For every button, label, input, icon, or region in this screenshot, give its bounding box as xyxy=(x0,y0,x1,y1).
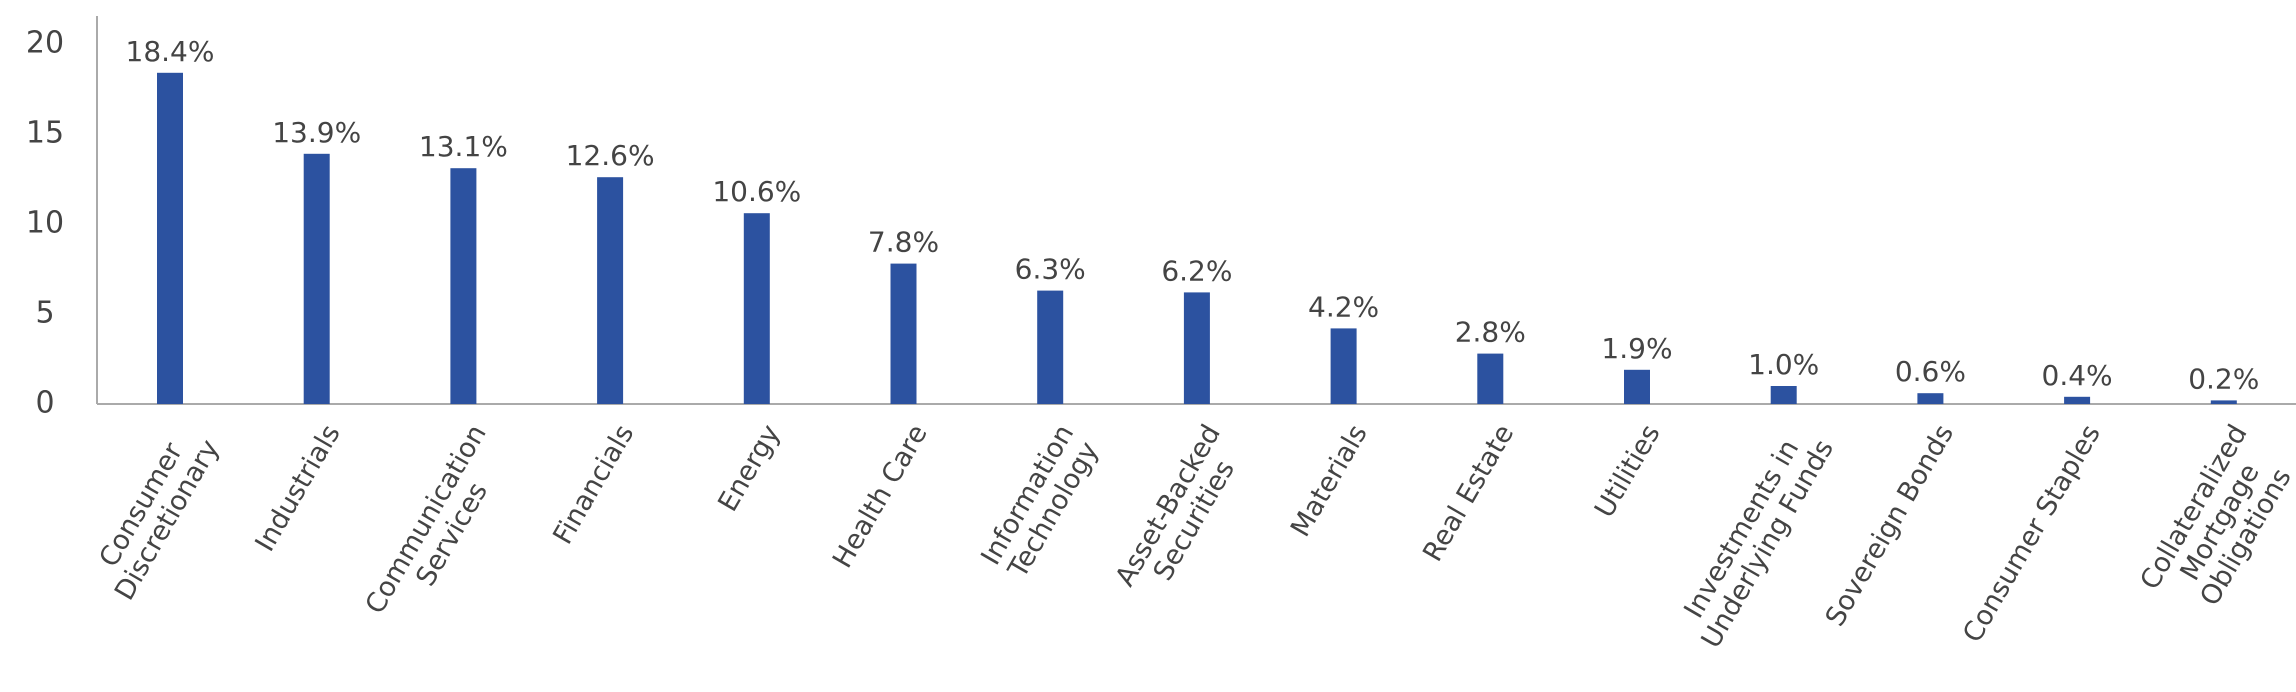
bar xyxy=(157,72,183,405)
bar xyxy=(2064,396,2091,404)
bar xyxy=(2210,400,2237,404)
data-label: 0.4% xyxy=(2042,359,2113,392)
data-label: 13.9% xyxy=(272,116,361,149)
y-tick-label: 10 xyxy=(26,206,64,241)
bar xyxy=(1330,328,1357,404)
data-label: 6.3% xyxy=(1015,253,1086,286)
bar xyxy=(1624,369,1650,404)
data-label: 0.2% xyxy=(2188,362,2259,395)
bar xyxy=(743,213,770,404)
y-tick-label: 15 xyxy=(26,116,64,151)
bar xyxy=(1477,353,1504,404)
bar xyxy=(1917,393,1944,404)
bar xyxy=(1183,292,1210,404)
data-label: 6.2% xyxy=(1161,254,1232,287)
data-label: 1.0% xyxy=(1748,348,1819,381)
bar xyxy=(303,153,330,404)
data-label: 0.6% xyxy=(1895,355,1966,388)
bar xyxy=(1037,290,1064,404)
bar xyxy=(597,177,624,404)
data-label: 12.6% xyxy=(566,139,655,172)
bar xyxy=(450,168,477,404)
data-label: 2.8% xyxy=(1455,316,1526,349)
data-label: 13.1% xyxy=(419,130,508,163)
data-label: 1.9% xyxy=(1601,332,1672,365)
bar xyxy=(890,263,917,404)
y-tick-label: 0 xyxy=(35,386,54,421)
y-tick-label: 20 xyxy=(26,26,64,61)
data-label: 10.6% xyxy=(712,175,801,208)
data-label: 4.2% xyxy=(1308,290,1379,323)
y-tick-label: 5 xyxy=(35,296,54,331)
data-label: 18.4% xyxy=(126,35,215,68)
bar xyxy=(1770,386,1797,404)
data-label: 7.8% xyxy=(868,226,939,259)
